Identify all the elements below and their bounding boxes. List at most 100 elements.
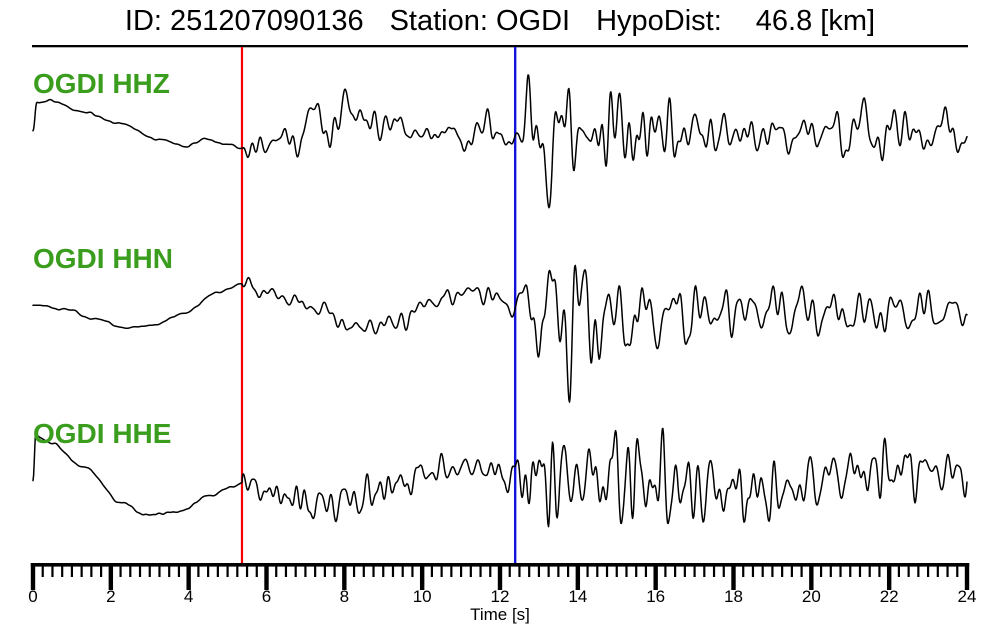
- minor-tick: [742, 563, 745, 577]
- x-axis-ruler: [30, 563, 970, 590]
- minor-tick: [518, 563, 521, 577]
- minor-tick: [294, 563, 297, 577]
- major-tick: [731, 563, 736, 590]
- minor-tick: [440, 563, 443, 577]
- minor-tick: [693, 563, 696, 577]
- major-tick: [186, 563, 191, 590]
- plot-top-border: [32, 45, 968, 48]
- minor-tick: [907, 563, 910, 577]
- minor-tick: [849, 563, 852, 577]
- minor-tick: [800, 563, 803, 577]
- x-axis-label: Time [s]: [470, 605, 530, 624]
- minor-tick: [129, 563, 132, 577]
- x-tick-label: 24: [957, 587, 977, 606]
- major-tick: [809, 563, 814, 590]
- minor-tick: [430, 563, 433, 577]
- minor-tick: [644, 563, 648, 577]
- minor-tick: [557, 563, 560, 577]
- trace-label-hhz: OGDI HHZ: [33, 68, 170, 99]
- minor-tick: [839, 563, 842, 577]
- minor-tick: [119, 563, 122, 577]
- minor-tick: [897, 563, 900, 577]
- x-tick-label: 22: [879, 587, 899, 606]
- major-tick: [108, 563, 114, 590]
- minor-tick: [946, 563, 949, 577]
- x-tick-label: 10: [412, 587, 432, 606]
- minor-tick: [625, 563, 628, 577]
- trace-path-hhe: [32, 427, 968, 528]
- minor-tick: [605, 563, 609, 577]
- x-tick-label: 8: [339, 587, 350, 606]
- minor-tick: [90, 563, 93, 577]
- trace-label-hhn: OGDI HHN: [33, 243, 173, 274]
- major-tick: [653, 563, 658, 590]
- x-tick-label: 12: [490, 587, 510, 606]
- minor-tick: [41, 563, 44, 577]
- minor-tick: [878, 563, 881, 577]
- minor-tick: [537, 563, 541, 577]
- minor-tick: [829, 563, 832, 577]
- minor-tick: [781, 563, 784, 577]
- major-tick: [575, 563, 581, 590]
- minor-tick: [207, 563, 210, 577]
- minor-tick: [703, 563, 706, 577]
- minor-tick: [508, 563, 511, 577]
- minor-tick: [323, 563, 326, 577]
- minor-tick: [284, 563, 288, 577]
- minor-tick: [956, 563, 959, 577]
- major-tick: [342, 563, 347, 590]
- trace-path-hhn: [32, 264, 968, 403]
- minor-tick: [61, 563, 64, 577]
- event-id: ID: 251207090136: [124, 5, 364, 37]
- x-tick-label: 18: [724, 587, 743, 606]
- x-tick-label: 6: [261, 587, 272, 606]
- minor-tick: [382, 563, 385, 577]
- major-tick: [419, 563, 425, 590]
- minor-tick: [722, 563, 725, 577]
- minor-tick: [674, 563, 677, 577]
- minor-tick: [138, 563, 142, 577]
- major-tick: [964, 563, 970, 590]
- x-tick-label: 14: [568, 587, 588, 606]
- minor-tick: [333, 563, 336, 577]
- major-tick: [264, 563, 269, 590]
- minor-tick: [790, 563, 793, 577]
- minor-tick: [479, 563, 482, 577]
- minor-tick: [567, 563, 570, 577]
- x-tick-label: 0: [28, 587, 38, 606]
- minor-tick: [528, 563, 531, 577]
- minor-tick: [245, 563, 249, 577]
- trace-label-hhe: OGDI HHE: [33, 418, 172, 449]
- minor-tick: [51, 563, 54, 577]
- figure-title: ID: 251207090136 Station: OGDI HypoDist:…: [0, 4, 1000, 38]
- minor-tick: [275, 563, 278, 577]
- minor-tick: [148, 563, 151, 577]
- minor-tick: [635, 563, 638, 577]
- station-name: Station: OGDI: [389, 5, 571, 37]
- minor-tick: [411, 563, 414, 577]
- minor-tick: [255, 563, 258, 577]
- minor-tick: [771, 563, 774, 577]
- minor-tick: [391, 563, 395, 577]
- minor-tick: [100, 563, 103, 577]
- minor-tick: [596, 563, 599, 577]
- x-tick-label: 16: [646, 587, 666, 606]
- minor-tick: [761, 563, 764, 577]
- minor-tick: [158, 563, 161, 577]
- minor-tick: [362, 563, 365, 577]
- minor-tick: [712, 563, 716, 577]
- major-tick: [30, 563, 36, 590]
- minor-tick: [819, 563, 823, 577]
- minor-tick: [683, 563, 686, 577]
- x-tick-label: 2: [106, 587, 116, 606]
- minor-tick: [459, 563, 463, 577]
- minor-tick: [936, 563, 939, 577]
- minor-tick: [372, 563, 375, 577]
- hypodist-value: 46.8 [km]: [755, 5, 876, 37]
- minor-tick: [615, 563, 618, 577]
- trace-path-hhz: [32, 74, 968, 209]
- minor-tick: [314, 563, 317, 577]
- minor-tick: [401, 563, 404, 577]
- minor-tick: [926, 563, 930, 577]
- minor-tick: [236, 563, 239, 577]
